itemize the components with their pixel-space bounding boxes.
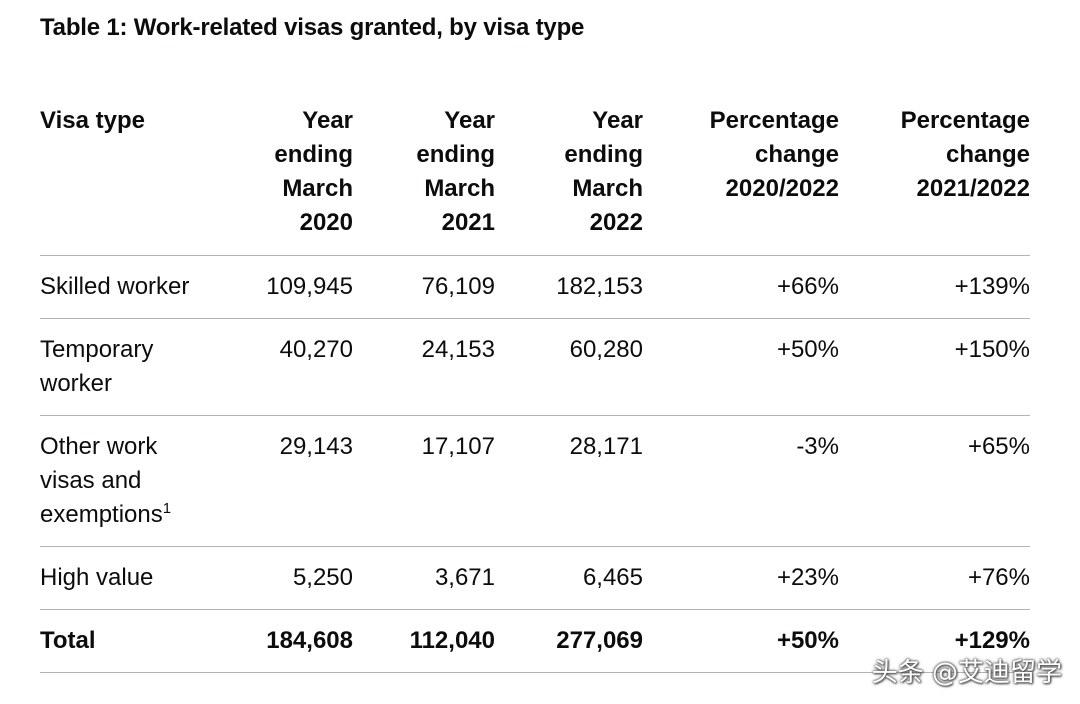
- cell-2020: 184,608: [266, 627, 353, 654]
- table-caption: Table 1: Work-related visas granted, by …: [40, 14, 585, 41]
- cell-2021: 24,153: [421, 336, 495, 363]
- header-change-2021-2022: Percentage change 2021/2022: [839, 100, 1030, 256]
- header-line: March: [424, 175, 495, 202]
- cell-2021: 3,671: [434, 564, 495, 591]
- header-line: 2022: [589, 209, 643, 236]
- cell-2020: 40,270: [279, 336, 353, 363]
- header-year-2021: Year ending March 2021: [353, 100, 495, 256]
- cell-2020: 5,250: [292, 564, 353, 591]
- cell-2022: 182,153: [556, 273, 643, 300]
- cell-2022: 28,171: [569, 433, 643, 460]
- table-row-skilled-worker: Skilled worker 109,945 76,109 182,153 +6…: [40, 256, 1030, 319]
- header-line: ending: [564, 141, 643, 168]
- label-text: exemptions: [40, 501, 163, 528]
- label-line: Other work: [40, 433, 158, 460]
- label-line: High value: [40, 564, 154, 591]
- header-change-2020-2022: Percentage change 2020/2022: [643, 100, 839, 256]
- header-line: change: [754, 141, 839, 168]
- cell-2021: 17,107: [421, 433, 495, 460]
- header-line: March: [282, 175, 353, 202]
- row-label: Skilled worker: [40, 256, 235, 319]
- header-line: Year: [444, 107, 495, 134]
- header-visa-type: Visa type: [40, 100, 235, 256]
- table-row-other-work-visas: Other work visas and exemptions1 29,143 …: [40, 416, 1030, 547]
- header-line: change: [945, 141, 1030, 168]
- cell-change-2021-2022: +76%: [967, 564, 1030, 591]
- row-label: High value: [40, 547, 235, 610]
- cell-change-2020-2022: +23%: [776, 564, 839, 591]
- header-line: 2021: [441, 209, 495, 236]
- header-line: Percentage: [900, 107, 1030, 134]
- label-line-with-footnote: exemptions1: [40, 498, 235, 532]
- label-line: Temporary: [40, 336, 154, 363]
- header-row: Visa type Year ending March 2020 Year en…: [40, 100, 1030, 256]
- header-line: March: [572, 175, 643, 202]
- header-year-2020: Year ending March 2020: [235, 100, 353, 256]
- label-line: worker: [40, 370, 113, 397]
- header-line: 2021/2022: [916, 175, 1030, 202]
- cell-change-2021-2022: +139%: [954, 273, 1030, 300]
- header-year-2022: Year ending March 2022: [495, 100, 643, 256]
- label-line: Skilled worker: [40, 273, 190, 300]
- header-line: 2020: [299, 209, 353, 236]
- cell-2022: 6,465: [582, 564, 643, 591]
- header-line: Year: [302, 107, 353, 134]
- row-label: Temporary worker: [40, 319, 235, 416]
- cell-change-2020-2022: +66%: [776, 273, 839, 300]
- footnote-marker[interactable]: 1: [162, 500, 172, 517]
- cell-2022: 60,280: [569, 336, 643, 363]
- cell-change-2020-2022: -3%: [796, 433, 839, 460]
- table-row-high-value: High value 5,250 3,671 6,465 +23% +76%: [40, 547, 1030, 610]
- table-row-temporary-worker: Temporary worker 40,270 24,153 60,280 +5…: [40, 319, 1030, 416]
- cell-2020: 109,945: [266, 273, 353, 300]
- header-line: Percentage: [709, 107, 839, 134]
- cell-change-2020-2022: +50%: [776, 336, 839, 363]
- header-line: Visa type: [40, 107, 145, 134]
- visa-table: Visa type Year ending March 2020 Year en…: [40, 100, 1030, 673]
- cell-change-2021-2022: +65%: [967, 433, 1030, 460]
- label-line: visas and: [40, 467, 142, 494]
- cell-change-2020-2022: +50%: [776, 627, 839, 654]
- row-label: Other work visas and exemptions1: [40, 416, 235, 547]
- watermark: 头条 @艾迪留学: [871, 658, 1062, 688]
- header-line: ending: [416, 141, 495, 168]
- cell-change-2021-2022: +129%: [954, 627, 1030, 654]
- row-label: Total: [40, 627, 96, 654]
- table-row-total: Total 184,608 112,040 277,069 +50% +129%: [40, 610, 1030, 673]
- cell-2020: 29,143: [279, 433, 353, 460]
- header-line: 2020/2022: [725, 175, 839, 202]
- cell-2022: 277,069: [556, 627, 643, 654]
- header-line: Year: [592, 107, 643, 134]
- cell-2021: 76,109: [421, 273, 495, 300]
- header-line: ending: [274, 141, 353, 168]
- cell-change-2021-2022: +150%: [954, 336, 1030, 363]
- cell-2021: 112,040: [409, 627, 495, 654]
